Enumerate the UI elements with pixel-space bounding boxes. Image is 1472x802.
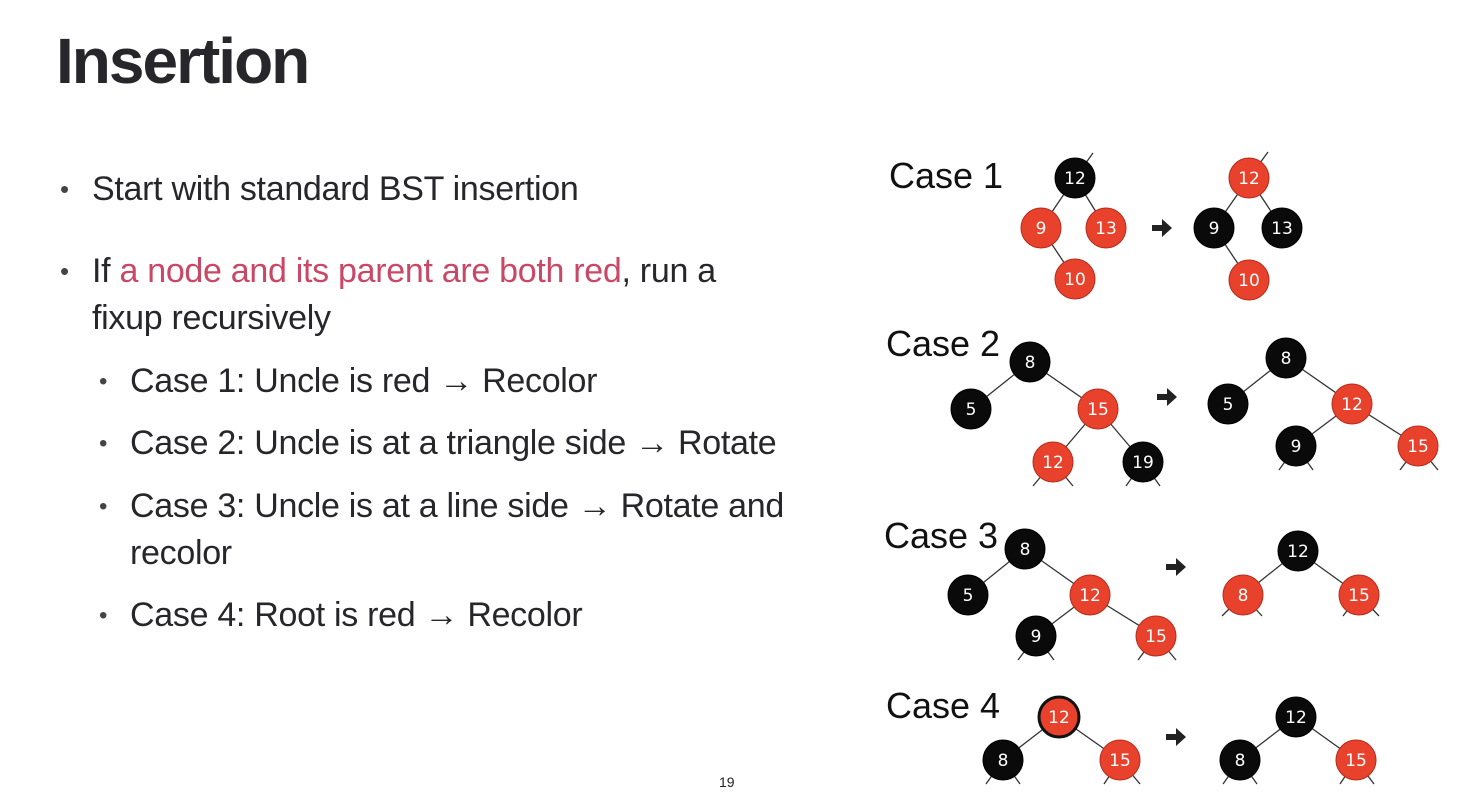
tree-node-label: 10: [1064, 270, 1086, 290]
transition-arrow-icon: [1152, 219, 1172, 237]
tree-node-label: 13: [1271, 219, 1293, 239]
case-label: Case 3: [884, 515, 998, 556]
bullet-fixup: • If a node and its parent are both red,…: [60, 248, 717, 342]
tree-node-label: 8: [998, 751, 1009, 771]
tree-node-label: 13: [1095, 219, 1117, 239]
bullet-dot: •: [99, 368, 108, 395]
tree-node-black: [1275, 696, 1317, 738]
tree-node-red: [1135, 615, 1177, 657]
case-label: Case 1: [889, 155, 1003, 196]
sub-bullet-case3: • Case 3: Uncle is at a line side → Rota…: [99, 483, 784, 577]
sub-bullet-case1: • Case 1: Uncle is red → Recolor: [99, 358, 598, 405]
tree-node-label: 12: [1238, 169, 1260, 189]
tree-node-label: 12: [1341, 395, 1363, 415]
tree-node-label: 12: [1048, 708, 1070, 728]
tree-node-red: [1331, 383, 1373, 425]
slide-title: Insertion: [56, 25, 310, 97]
tree-node-red: [1397, 425, 1439, 467]
tree-node-red: [1338, 574, 1380, 616]
transition-arrow-icon: [1166, 728, 1186, 746]
tree-node-red: [1020, 207, 1062, 249]
tree-node-black: [1193, 207, 1235, 249]
bullet-text-suffix: , run a: [621, 252, 717, 290]
tree-node-label: 8: [1235, 751, 1246, 771]
tree-node-black: [1004, 528, 1046, 570]
tree-node-label: 15: [1345, 751, 1367, 771]
tree-node-label: 12: [1079, 586, 1101, 606]
tree-node-black: [947, 574, 989, 616]
tree-node-label: 5: [963, 586, 974, 606]
bullet-text: Case 2: Uncle is at a triangle side → Ro…: [130, 424, 777, 462]
tree-node-red: [1032, 441, 1074, 483]
tree-node-black: [1207, 383, 1249, 425]
tree-node-label: 15: [1145, 627, 1167, 647]
tree-node-label: 19: [1132, 453, 1154, 473]
tree-node-label: 8: [1020, 540, 1031, 560]
tree-node-red: [1099, 739, 1141, 781]
tree-node-black: [1054, 157, 1096, 199]
sub-bullet-case4: • Case 4: Root is red → Recolor: [99, 592, 583, 639]
tree-node-red: [1054, 258, 1096, 300]
tree-node-label: 5: [1223, 395, 1234, 415]
tree-node-label: 10: [1238, 271, 1260, 291]
bullet-text: Start with standard BST insertion: [92, 170, 579, 208]
tree-node-black: [1009, 341, 1051, 383]
tree-node-black: [1015, 615, 1057, 657]
tree-node-label: 15: [1407, 437, 1429, 457]
tree-node-red: [1085, 207, 1127, 249]
tree-node-label: 15: [1348, 586, 1370, 606]
tree-node-label: 12: [1285, 708, 1307, 728]
tree-node-label: 5: [966, 400, 977, 420]
tree-node-label: 8: [1238, 586, 1249, 606]
tree-node-red: [1069, 574, 1111, 616]
tree-node-label: 9: [1036, 219, 1047, 239]
bullet-text-line2: recolor: [130, 534, 232, 572]
tree-node-black: [1265, 337, 1307, 379]
tree-node-label: 15: [1109, 751, 1131, 771]
tree-node-label: 8: [1025, 353, 1036, 373]
tree-node-label: 15: [1087, 400, 1109, 420]
sub-bullet-case2: • Case 2: Uncle is at a triangle side → …: [99, 420, 777, 467]
tree-node-black: [1219, 739, 1261, 781]
bullet-text-highlight: a node and its parent are both red: [119, 252, 622, 290]
tree-node-label: 9: [1209, 219, 1220, 239]
case-label: Case 4: [886, 685, 1000, 726]
tree-node-black: [1277, 530, 1319, 572]
tree-node-black: [1275, 425, 1317, 467]
bullet-bst-insertion: • Start with standard BST insertion: [60, 166, 579, 213]
tree-node-label: 9: [1291, 437, 1302, 457]
case-label: Case 2: [886, 323, 1000, 364]
tree-node-label: 12: [1287, 542, 1309, 562]
tree-node-red: [1335, 739, 1377, 781]
tree-node-red: [1228, 157, 1270, 199]
tree-node-black: [950, 388, 992, 430]
bullet-dot: •: [99, 430, 108, 457]
bullet-text: Case 3: Uncle is at a line side → Rotate…: [130, 487, 784, 525]
bullet-dot: •: [60, 256, 69, 286]
transition-arrow-icon: [1166, 558, 1186, 576]
tree-node-black: [1122, 441, 1164, 483]
tree-node-label: 12: [1042, 453, 1064, 473]
bullet-dot: •: [99, 493, 108, 520]
bullet-text: Case 4: Root is red → Recolor: [130, 596, 583, 634]
bullet-text: Case 1: Uncle is red → Recolor: [130, 362, 598, 400]
tree-node-label: 9: [1031, 627, 1042, 647]
page-number: 19: [719, 774, 735, 790]
bullet-dot: •: [60, 174, 69, 204]
tree-node-red: [1077, 388, 1119, 430]
tree-node-black: [982, 739, 1024, 781]
transition-arrow-icon: [1157, 388, 1177, 406]
bullet-text-prefix: If: [92, 252, 120, 290]
bullet-text-line2: fixup recursively: [92, 299, 331, 337]
tree-node-red: [1222, 574, 1264, 616]
tree-node-black: [1261, 207, 1303, 249]
bullet-dot: •: [99, 602, 108, 629]
tree-node-red: [1037, 695, 1081, 739]
tree-node-label: 12: [1064, 169, 1086, 189]
tree-node-label: 8: [1281, 349, 1292, 369]
tree-node-red: [1228, 259, 1270, 301]
